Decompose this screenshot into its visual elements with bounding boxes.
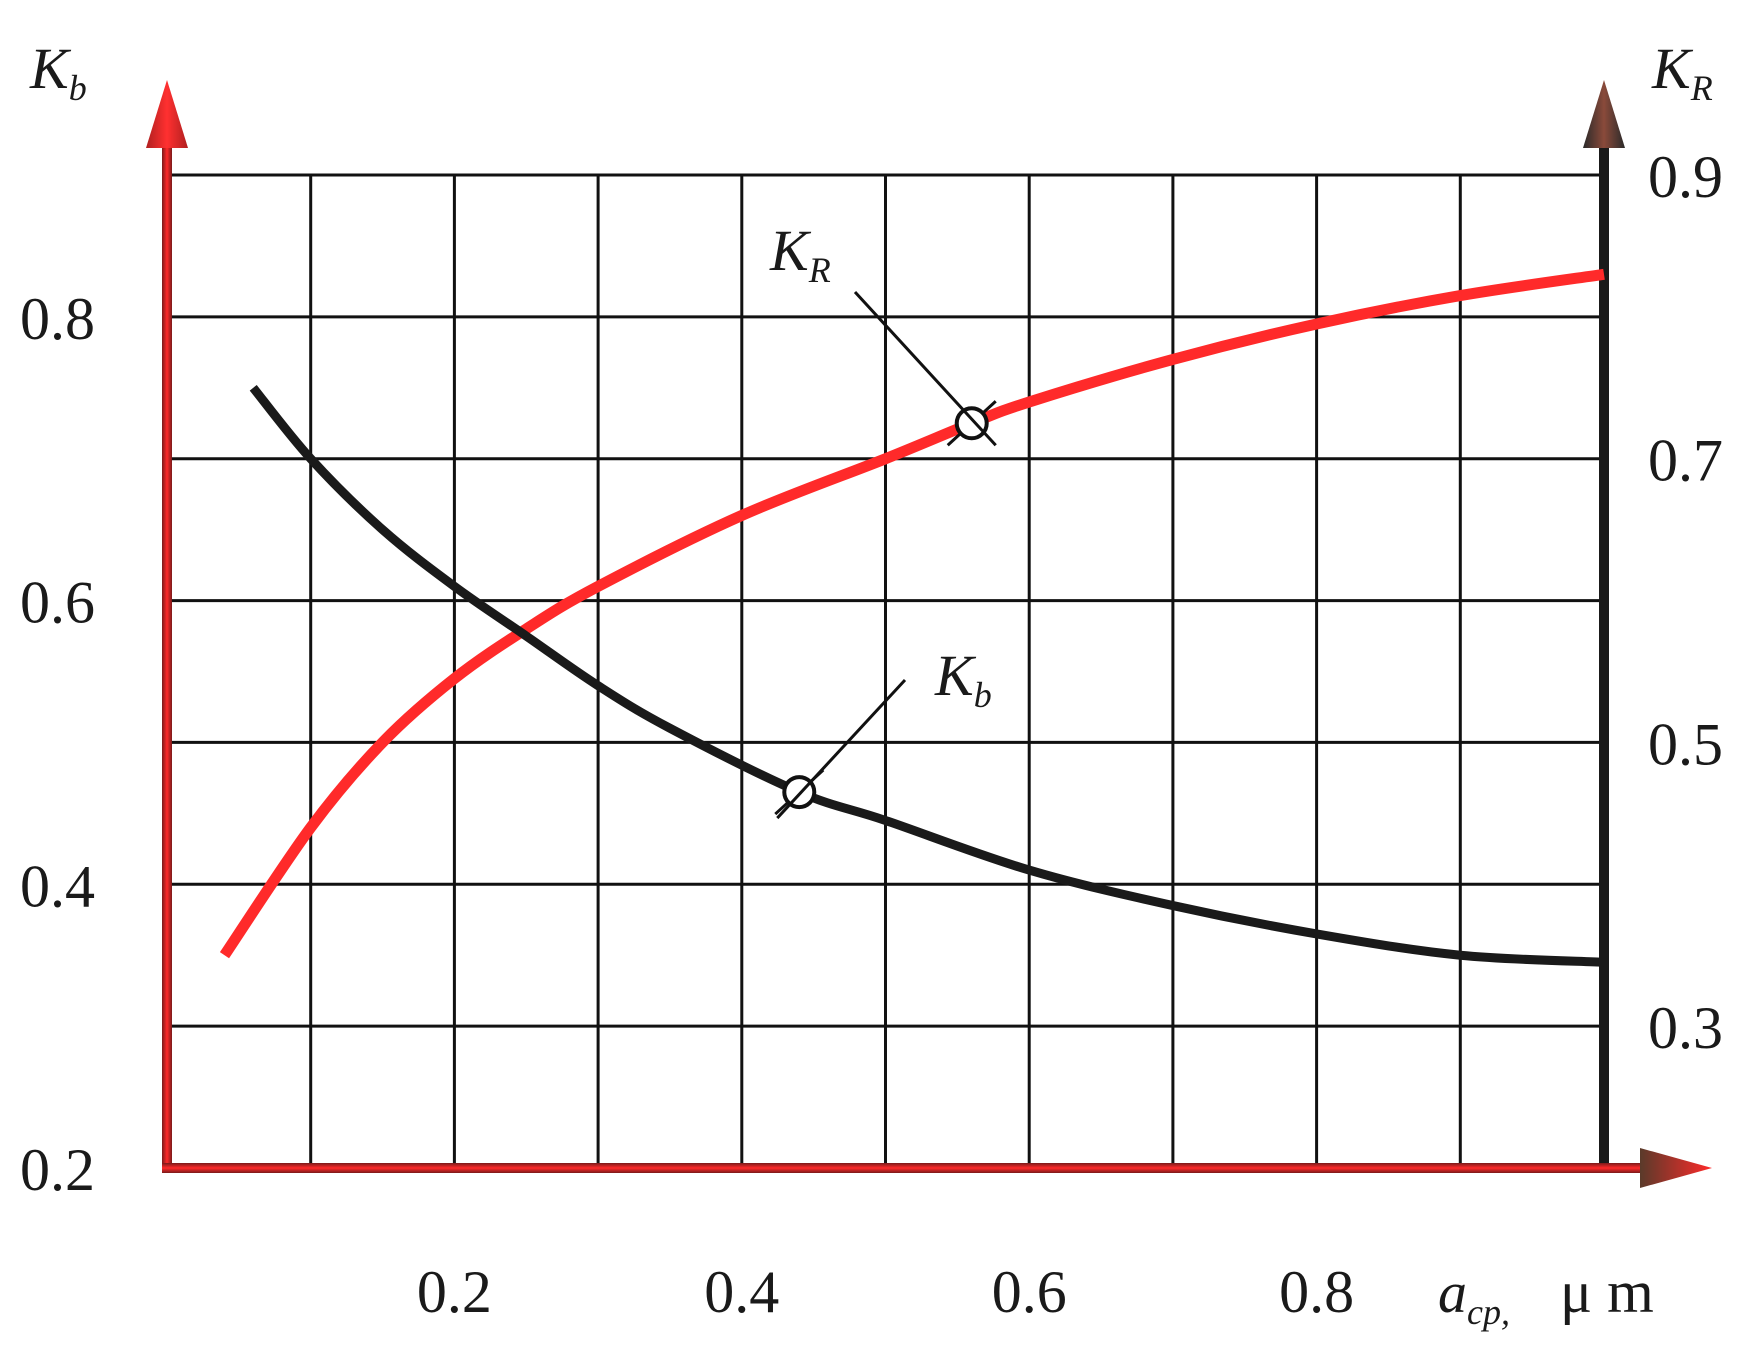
right-y-axis-arrow-icon [1583,80,1625,148]
right-tick-label: 0.3 [1648,995,1723,1061]
right-y-axis-title: KR [1651,36,1713,108]
left-y-axis-arrow-icon [146,80,188,148]
left-tick-label: 0.8 [20,286,95,352]
series-line-kr [219,268,1605,959]
left-y-axis-title: Kb [29,36,87,108]
x-axis-title: acp, [1438,1260,1510,1332]
grid [167,173,1606,1168]
right-y-axis-line [1599,140,1609,1172]
leader-line-kb [776,678,907,820]
left-tick-labels: 0.2 0.4 0.6 0.8 [20,286,95,1203]
leader-line-kr [853,290,997,447]
x-axis-arrow-icon [1640,1148,1712,1188]
left-y-axis-line [162,140,172,1172]
x-tick-label: 0.2 [417,1259,492,1325]
x-axis-unit: μ m [1560,1259,1654,1325]
x-tick-labels: 0.2 0.4 0.6 0.8 [417,1259,1354,1325]
right-tick-label: 0.7 [1648,428,1723,494]
x-axis-line [162,1163,1642,1173]
right-tick-label: 0.9 [1648,144,1723,210]
right-tick-label: 0.5 [1648,711,1723,777]
left-tick-label: 0.2 [20,1137,95,1203]
marker-kr [954,406,989,441]
curves [219,268,1605,967]
x-tick-label: 0.8 [1279,1259,1354,1325]
series-label-kr: KR [769,218,831,290]
markers [774,290,997,820]
x-tick-label: 0.4 [704,1259,779,1325]
series-label-kb: Kb [934,643,992,715]
right-tick-labels: 0.3 0.5 0.7 0.9 [1648,144,1723,1061]
left-tick-label: 0.4 [20,853,95,919]
left-tick-label: 0.6 [20,570,95,636]
x-tick-label: 0.6 [992,1259,1067,1325]
